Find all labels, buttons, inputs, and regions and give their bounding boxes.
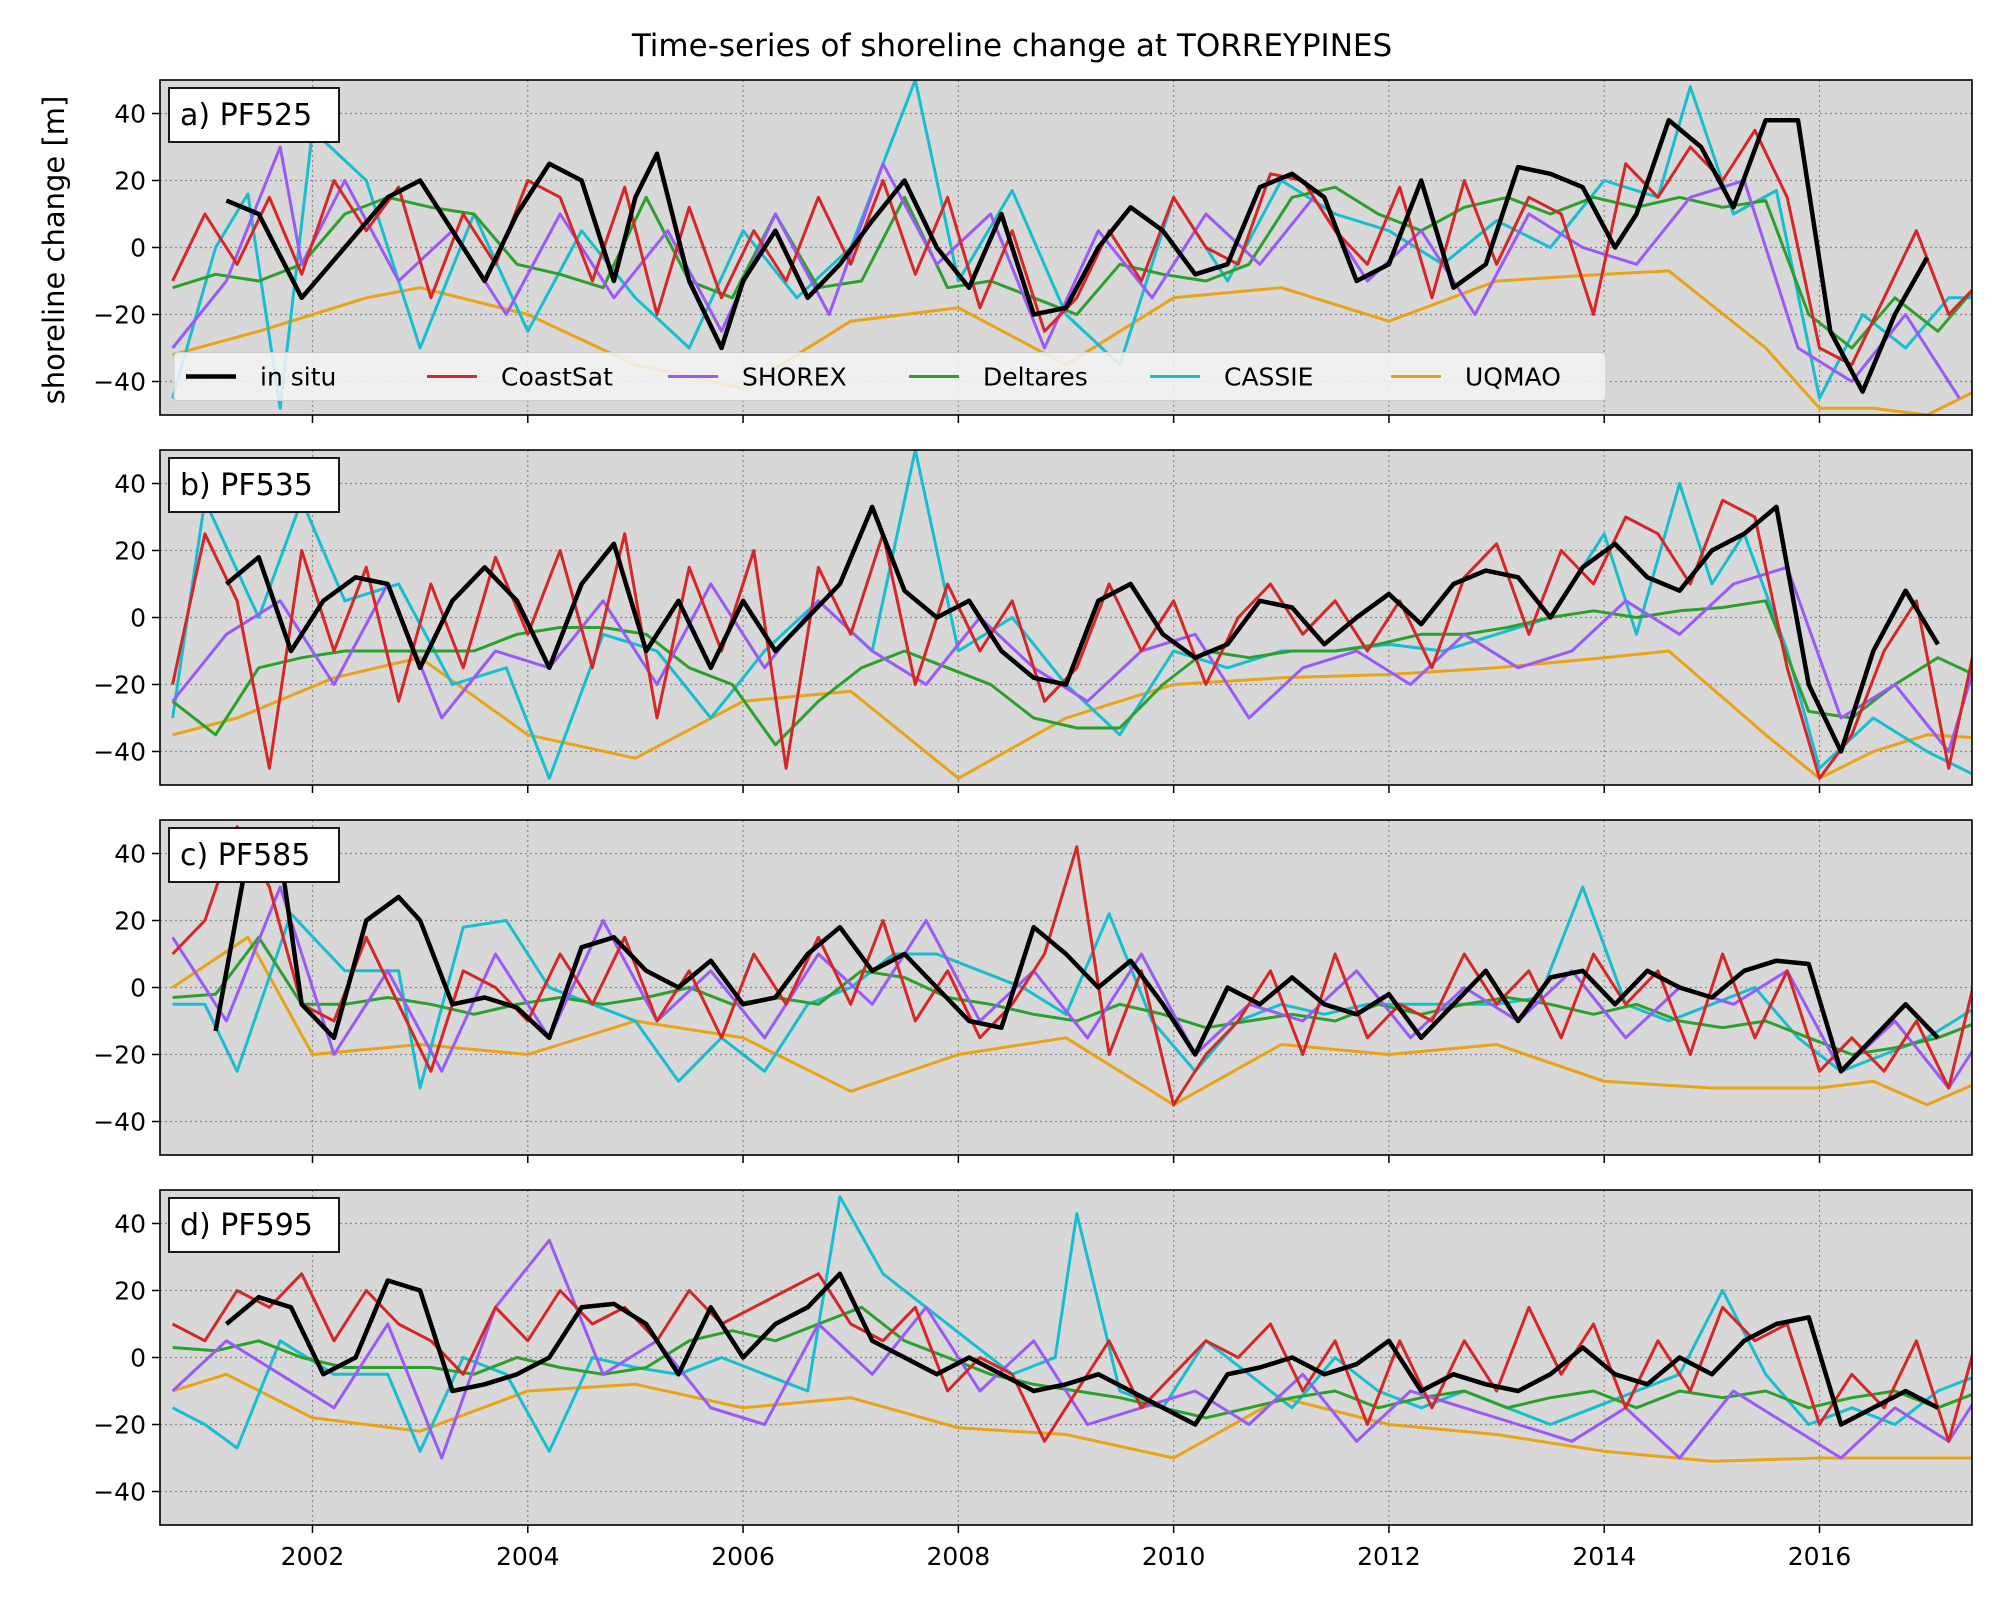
series-group bbox=[171, 1195, 1972, 1463]
series-line-cassie bbox=[171, 450, 1972, 780]
x-tick-label: 2006 bbox=[711, 1542, 775, 1571]
legend-label: SHOREX bbox=[742, 362, 847, 391]
series-line-in-situ bbox=[224, 504, 1940, 754]
x-tick-label: 2004 bbox=[496, 1542, 560, 1571]
series-line-coastsat bbox=[171, 825, 1972, 1107]
y-tick-label: −20 bbox=[93, 1411, 146, 1440]
series-line-uqmao bbox=[172, 269, 1972, 415]
series-line-deltares bbox=[172, 935, 1972, 1056]
plot-frame bbox=[159, 819, 1973, 1156]
y-tick-label: 20 bbox=[114, 1277, 146, 1306]
series-line-deltares bbox=[172, 185, 1972, 350]
legend-label: in situ bbox=[260, 362, 336, 391]
series-line-coastsat bbox=[171, 498, 1972, 780]
y-tick-label: 0 bbox=[130, 604, 146, 633]
y-tick-label: −40 bbox=[93, 1478, 146, 1507]
series-line-uqmao bbox=[172, 1372, 1972, 1463]
y-tick-label: 20 bbox=[114, 907, 146, 936]
x-tick-label: 2014 bbox=[1572, 1542, 1636, 1571]
panel-label-box bbox=[168, 827, 340, 883]
panel-title: c) PF585 bbox=[180, 838, 310, 873]
panel-3: −40 −20 0 20 40 c) PF585 bbox=[93, 819, 1973, 1163]
panel-label: c) PF585 bbox=[168, 827, 340, 883]
x-tick-label: 2008 bbox=[927, 1542, 991, 1571]
legend: in situ CoastSat SHOREX Deltares CASSIE UQMAO bbox=[173, 351, 1607, 401]
plot-frame bbox=[159, 79, 1973, 416]
y-tick-label: 40 bbox=[114, 840, 146, 869]
series-group bbox=[171, 825, 1972, 1107]
panel-label: d) PF595 bbox=[168, 1197, 340, 1253]
y-tick-label: −20 bbox=[93, 301, 146, 330]
series-group bbox=[171, 80, 1972, 415]
series-line-cassie bbox=[172, 885, 1972, 1090]
y-tick-label: −40 bbox=[93, 1108, 146, 1137]
panel-label-box bbox=[168, 87, 340, 143]
legend-label: CASSIE bbox=[1224, 362, 1313, 391]
series-line-shorex bbox=[171, 1238, 1972, 1460]
panel-label-box bbox=[168, 1197, 340, 1253]
panel-label-box bbox=[168, 457, 340, 513]
y-axis-label: shoreline change [m] bbox=[37, 96, 71, 405]
x-tick-label: 2012 bbox=[1357, 1542, 1421, 1571]
series-line-deltares bbox=[171, 599, 1972, 747]
panels: −40 −20 0 20 40 a) PF525 in situ CoastSat SHOREX… bbox=[93, 79, 1973, 1571]
series-line-in-situ bbox=[213, 851, 1940, 1074]
y-tick-label: 40 bbox=[114, 100, 146, 129]
panel-1: −40 −20 0 20 40 a) PF525 in situ CoastSat SHOREX… bbox=[93, 79, 1973, 423]
y-tick-label: 0 bbox=[130, 234, 146, 263]
panel-label: a) PF525 bbox=[168, 87, 340, 143]
series-line-coastsat bbox=[171, 128, 1972, 367]
y-tick-label: 40 bbox=[114, 1210, 146, 1239]
y-tick-label: −20 bbox=[93, 1041, 146, 1070]
panel-4: −40 −20 0 20 40 2002 2004 2006 2008 2010 2012 2014 2… bbox=[93, 1189, 1973, 1571]
y-tick-label: 40 bbox=[114, 470, 146, 499]
plot-frame bbox=[159, 449, 1973, 786]
x-tick-label: 2010 bbox=[1142, 1542, 1206, 1571]
series-line-in-situ bbox=[224, 1271, 1939, 1427]
legend-label: UQMAO bbox=[1465, 362, 1561, 391]
series-line-shorex bbox=[171, 145, 1961, 400]
series-line-in-situ bbox=[225, 117, 1930, 394]
y-tick-label: −20 bbox=[93, 671, 146, 700]
y-tick-label: 20 bbox=[114, 167, 146, 196]
panel-title: a) PF525 bbox=[180, 98, 312, 133]
x-tick-label: 2016 bbox=[1788, 1542, 1852, 1571]
y-tick-label: 0 bbox=[130, 974, 146, 1003]
y-tick-label: −40 bbox=[93, 738, 146, 767]
legend-box bbox=[173, 351, 1607, 401]
series-line-shorex bbox=[171, 565, 1972, 753]
series-group bbox=[171, 450, 1972, 780]
legend-label: Deltares bbox=[983, 362, 1088, 391]
plot-frame bbox=[159, 1189, 1973, 1526]
legend-label: CoastSat bbox=[501, 362, 613, 391]
panel-label: b) PF535 bbox=[168, 457, 340, 513]
panel-2: −40 −20 0 20 40 b) PF535 bbox=[93, 449, 1973, 793]
x-tick-label: 2002 bbox=[281, 1542, 345, 1571]
panel-title: b) PF535 bbox=[180, 468, 313, 503]
y-tick-label: 20 bbox=[114, 537, 146, 566]
series-line-coastsat bbox=[171, 1272, 1972, 1443]
y-tick-label: −40 bbox=[93, 368, 146, 397]
y-tick-label: 0 bbox=[130, 1344, 146, 1373]
figure-title: Time-series of shoreline change at TORRE… bbox=[631, 28, 1392, 64]
panel-title: d) PF595 bbox=[180, 1208, 313, 1243]
